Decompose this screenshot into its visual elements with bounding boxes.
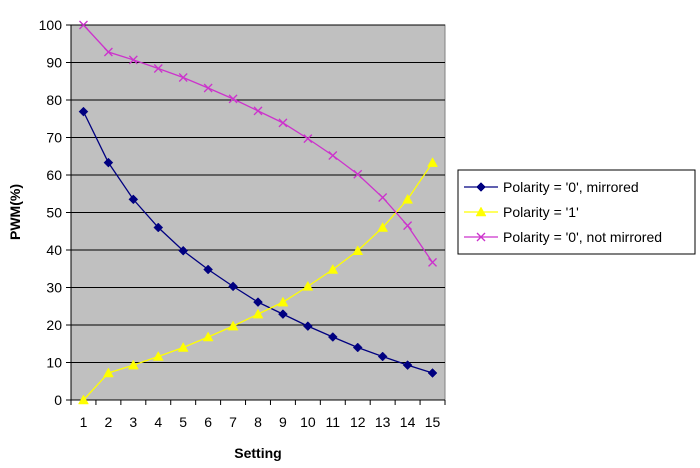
- x-tick-label: 10: [300, 414, 316, 430]
- data-point: [227, 320, 239, 331]
- data-point: [427, 157, 438, 167]
- data-point: [377, 351, 388, 362]
- data-point: [378, 193, 388, 202]
- y-tick-label: 10: [46, 355, 62, 371]
- data-point: [277, 296, 289, 307]
- y-tick-label: 70: [46, 130, 62, 146]
- y-tick-label: 80: [46, 92, 62, 108]
- y-tick-label: 50: [46, 205, 62, 221]
- data-point: [352, 245, 364, 255]
- data-point: [402, 193, 414, 204]
- y-tick-label: 30: [46, 280, 62, 296]
- y-tick-label: 0: [54, 392, 62, 408]
- data-point: [303, 321, 313, 331]
- data-point: [78, 106, 89, 117]
- data-point: [203, 83, 213, 93]
- legend-marker: [476, 232, 486, 242]
- legend-marker: [475, 206, 487, 217]
- series-lines: [78, 20, 438, 405]
- y-tick-label: 60: [46, 167, 62, 183]
- data-point: [303, 134, 313, 144]
- data-point: [128, 55, 138, 65]
- data-point: [253, 297, 263, 307]
- data-point: [353, 169, 363, 179]
- data-point: [228, 94, 238, 104]
- x-tick-label: 5: [179, 414, 187, 430]
- data-point: [127, 359, 139, 370]
- data-point: [327, 263, 339, 274]
- data-point: [252, 308, 264, 319]
- x-tick-label: 2: [105, 414, 113, 430]
- data-point: [202, 331, 214, 342]
- data-point: [178, 245, 189, 256]
- x-tick-label: 7: [229, 414, 237, 430]
- data-point: [427, 368, 438, 378]
- legend-item: Polarity = '1': [464, 204, 579, 220]
- x-tick-label: 6: [204, 414, 212, 430]
- x-tick-label: 4: [154, 414, 162, 430]
- data-point: [153, 64, 163, 73]
- legend-item: Polarity = '0', mirrored: [464, 179, 639, 195]
- data-point: [102, 367, 114, 378]
- legend: Polarity = '0', mirrored Polarity = '1' Po…: [457, 169, 696, 255]
- legend-item: Polarity = '0', not mirrored: [464, 229, 662, 245]
- data-point: [352, 342, 363, 353]
- data-point: [128, 194, 139, 205]
- data-point: [428, 257, 437, 267]
- x-tick-label: 1: [80, 414, 88, 430]
- data-point: [403, 221, 413, 231]
- x-tick-label: 14: [400, 414, 416, 430]
- legend-marker: [476, 182, 486, 192]
- x-tick-label: 3: [129, 414, 137, 430]
- data-point: [302, 280, 314, 291]
- legend-label: Polarity = '0', not mirrored: [503, 229, 662, 245]
- x-tick-label: 13: [375, 414, 391, 430]
- x-tick-label: 12: [350, 414, 366, 430]
- data-point: [377, 221, 389, 232]
- series-3: [79, 20, 437, 267]
- data-point: [228, 281, 238, 292]
- data-point: [79, 20, 88, 30]
- data-point: [153, 222, 164, 233]
- data-point: [78, 394, 89, 405]
- x-tick-label: 11: [326, 414, 341, 430]
- x-tick-label: 8: [254, 414, 262, 430]
- data-point: [328, 151, 338, 160]
- data-point: [177, 341, 189, 352]
- data-point: [103, 47, 113, 57]
- y-tick-label: 100: [39, 17, 63, 33]
- data-point: [402, 360, 413, 370]
- data-point: [178, 73, 188, 82]
- y-tick-label: 20: [46, 317, 62, 333]
- data-point: [152, 350, 164, 361]
- data-point: [327, 332, 338, 342]
- series-1: [78, 106, 438, 378]
- x-tick-label: 15: [425, 414, 441, 430]
- data-point: [103, 157, 114, 168]
- legend-label: Polarity = '0', mirrored: [503, 179, 639, 195]
- y-tick-label: 90: [46, 55, 62, 71]
- y-tick-label: 40: [46, 242, 62, 258]
- legend-label: Polarity = '1': [503, 204, 579, 220]
- series-2: [78, 157, 438, 405]
- data-point: [278, 118, 288, 128]
- data-point: [253, 106, 263, 116]
- y-axis-title: PWM(%): [7, 184, 23, 240]
- x-axis-title: Setting: [234, 445, 281, 461]
- x-tick-label: 9: [279, 414, 287, 430]
- data-point: [203, 264, 213, 275]
- data-point: [278, 309, 288, 319]
